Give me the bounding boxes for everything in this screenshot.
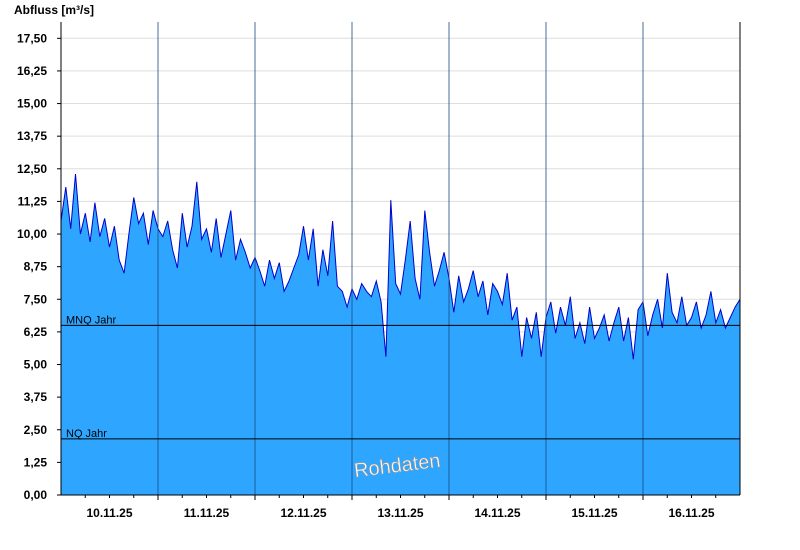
y-tick-label: 0,00 <box>24 488 48 502</box>
discharge-area <box>61 174 740 495</box>
y-tick-label: 11,25 <box>18 194 48 208</box>
y-tick-label: 6,25 <box>24 325 48 339</box>
y-tick-label: 12,50 <box>17 162 47 176</box>
reference-lines: MNQ Jahr NQ Jahr <box>61 314 740 440</box>
day-boundaries <box>157 22 644 495</box>
x-tick-label: 10.11.25 <box>86 506 132 520</box>
y-tick-label: 16,25 <box>17 64 47 78</box>
x-tick-label: 16.11.25 <box>668 506 714 520</box>
y-axis-label: Abfluss [m³/s] <box>14 3 94 17</box>
reference-line-label: NQ Jahr <box>66 428 107 440</box>
x-tick-label: 13.11.25 <box>377 506 423 520</box>
y-tick-label: 15,00 <box>17 97 47 111</box>
y-tick-label: 8,75 <box>24 260 48 274</box>
x-tick-label: 12.11.25 <box>280 506 326 520</box>
y-tick-label: 10,00 <box>17 227 47 241</box>
y-tick-label: 1,25 <box>24 455 48 469</box>
x-tick-label: 15.11.25 <box>571 506 617 520</box>
y-tick-label: 3,75 <box>24 390 48 404</box>
x-tick-label: 14.11.25 <box>474 506 520 520</box>
y-tick-label: 5,00 <box>24 358 48 372</box>
x-tick-label: 11.11.25 <box>184 506 230 520</box>
y-tick-label: 2,50 <box>24 423 48 437</box>
reference-line-label: MNQ Jahr <box>66 314 116 326</box>
y-tick-label: 17,50 <box>17 31 47 45</box>
y-tick-label: 7,50 <box>24 292 48 306</box>
axes: 0,00 1,25 2,50 3,75 5,00 6,25 7,50 8,75 10,00 11,… <box>17 22 741 520</box>
y-tick-label: 13,75 <box>17 129 47 143</box>
